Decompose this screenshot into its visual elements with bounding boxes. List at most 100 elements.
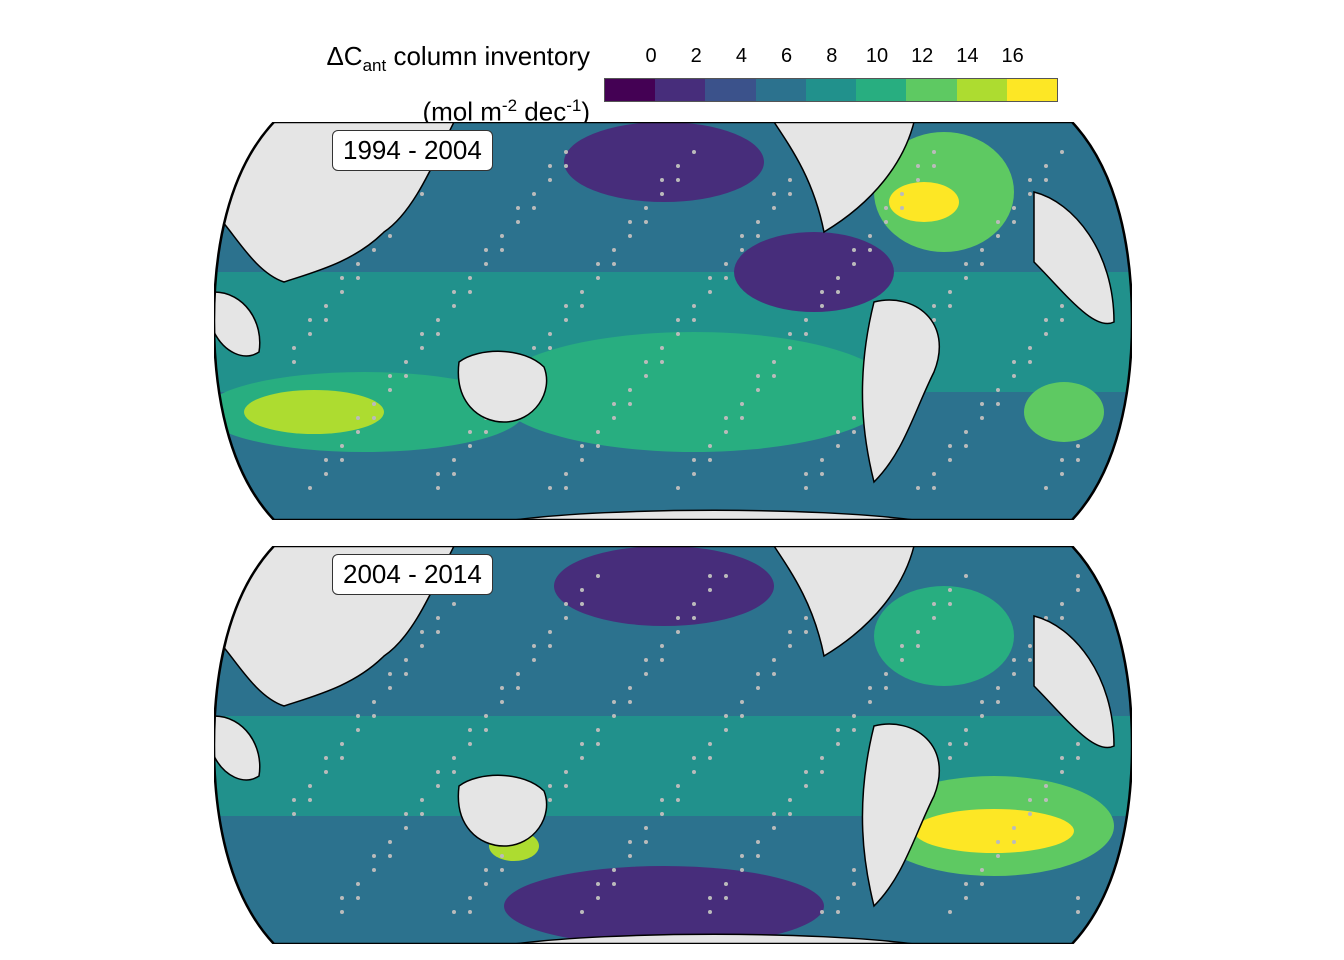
significance-dot	[932, 318, 936, 322]
significance-dot	[996, 388, 1000, 392]
significance-dot	[660, 360, 664, 364]
colorbar-swatch	[755, 79, 806, 101]
significance-dot	[932, 602, 936, 606]
significance-dot	[644, 826, 648, 830]
significance-dot	[980, 248, 984, 252]
significance-dot	[1076, 742, 1080, 746]
colorbar-swatch	[856, 79, 907, 101]
significance-dot	[708, 742, 712, 746]
colorbar-swatch	[805, 79, 857, 101]
significance-dot	[916, 486, 920, 490]
significance-dot	[580, 290, 584, 294]
significance-dot	[900, 644, 904, 648]
significance-dot	[548, 784, 552, 788]
significance-dot	[740, 854, 744, 858]
significance-dot	[564, 486, 568, 490]
colorbar-tick-label: 10	[865, 45, 889, 67]
significance-dot	[724, 896, 728, 900]
significance-dot	[628, 234, 632, 238]
significance-dot	[660, 346, 664, 350]
significance-dot	[404, 658, 408, 662]
map-outline	[214, 546, 1132, 944]
significance-dot	[948, 602, 952, 606]
significance-dot	[836, 276, 840, 280]
significance-dot	[564, 472, 568, 476]
significance-dot	[564, 784, 568, 788]
significance-dot	[372, 854, 376, 858]
significance-dot	[372, 700, 376, 704]
significance-dot	[564, 164, 568, 168]
significance-dot	[708, 290, 712, 294]
significance-dot	[372, 868, 376, 872]
significance-dot	[708, 574, 712, 578]
significance-dot	[500, 234, 504, 238]
significance-dot	[724, 574, 728, 578]
significance-dot	[884, 220, 888, 224]
significance-dot	[964, 896, 968, 900]
significance-dot	[484, 430, 488, 434]
significance-dot	[692, 756, 696, 760]
legend-subscript: ant	[362, 56, 387, 76]
significance-dot	[868, 248, 872, 252]
significance-dot	[980, 882, 984, 886]
significance-dot	[564, 602, 568, 606]
significance-dot	[964, 262, 968, 266]
significance-dot	[388, 672, 392, 676]
significance-dot	[948, 458, 952, 462]
significance-dot	[1028, 346, 1032, 350]
land-mass	[1033, 615, 1115, 749]
significance-dot	[932, 150, 936, 154]
significance-dot	[980, 402, 984, 406]
significance-dot	[772, 374, 776, 378]
significance-dot	[1076, 588, 1080, 592]
significance-dot	[628, 700, 632, 704]
significance-dot	[596, 430, 600, 434]
significance-dot	[612, 402, 616, 406]
significance-dot	[308, 486, 312, 490]
land-mass	[861, 299, 940, 484]
significance-dot	[1076, 910, 1080, 914]
significance-dot	[756, 374, 760, 378]
significance-dot	[948, 304, 952, 308]
significance-dot	[948, 290, 952, 294]
significance-dot	[708, 458, 712, 462]
significance-dot	[548, 644, 552, 648]
significance-dot	[580, 458, 584, 462]
significance-dot	[692, 616, 696, 620]
significance-dot	[372, 402, 376, 406]
colorbar-swatch	[655, 79, 706, 101]
significance-dot	[500, 854, 504, 858]
significance-dot	[596, 882, 600, 886]
significance-dot	[596, 742, 600, 746]
significance-dot	[964, 728, 968, 732]
significance-dot	[1028, 178, 1032, 182]
significance-dot	[452, 458, 456, 462]
colorbar-tick-label: 12	[911, 45, 934, 67]
significance-dot	[404, 672, 408, 676]
significance-dot	[724, 430, 728, 434]
significance-dot	[324, 304, 328, 308]
significance-dot	[676, 784, 680, 788]
significance-dot	[596, 896, 600, 900]
land-mass	[772, 122, 915, 234]
significance-dot	[420, 798, 424, 802]
significance-dot	[868, 686, 872, 690]
colorbar-tick-label: 14	[956, 45, 979, 67]
significance-dot	[820, 472, 824, 476]
significance-dot	[740, 416, 744, 420]
significance-dot	[404, 360, 408, 364]
significance-dot	[900, 658, 904, 662]
significance-dot	[356, 882, 360, 886]
significance-dot	[740, 700, 744, 704]
significance-dot	[1044, 332, 1048, 336]
significance-dot	[820, 290, 824, 294]
significance-dot	[628, 840, 632, 844]
significance-dot	[356, 728, 360, 732]
significance-dot	[788, 812, 792, 816]
significance-dot	[292, 360, 296, 364]
ocean-band	[504, 866, 824, 944]
land-mass	[214, 291, 261, 357]
significance-dot	[900, 206, 904, 210]
significance-dot	[308, 784, 312, 788]
significance-dot	[308, 798, 312, 802]
